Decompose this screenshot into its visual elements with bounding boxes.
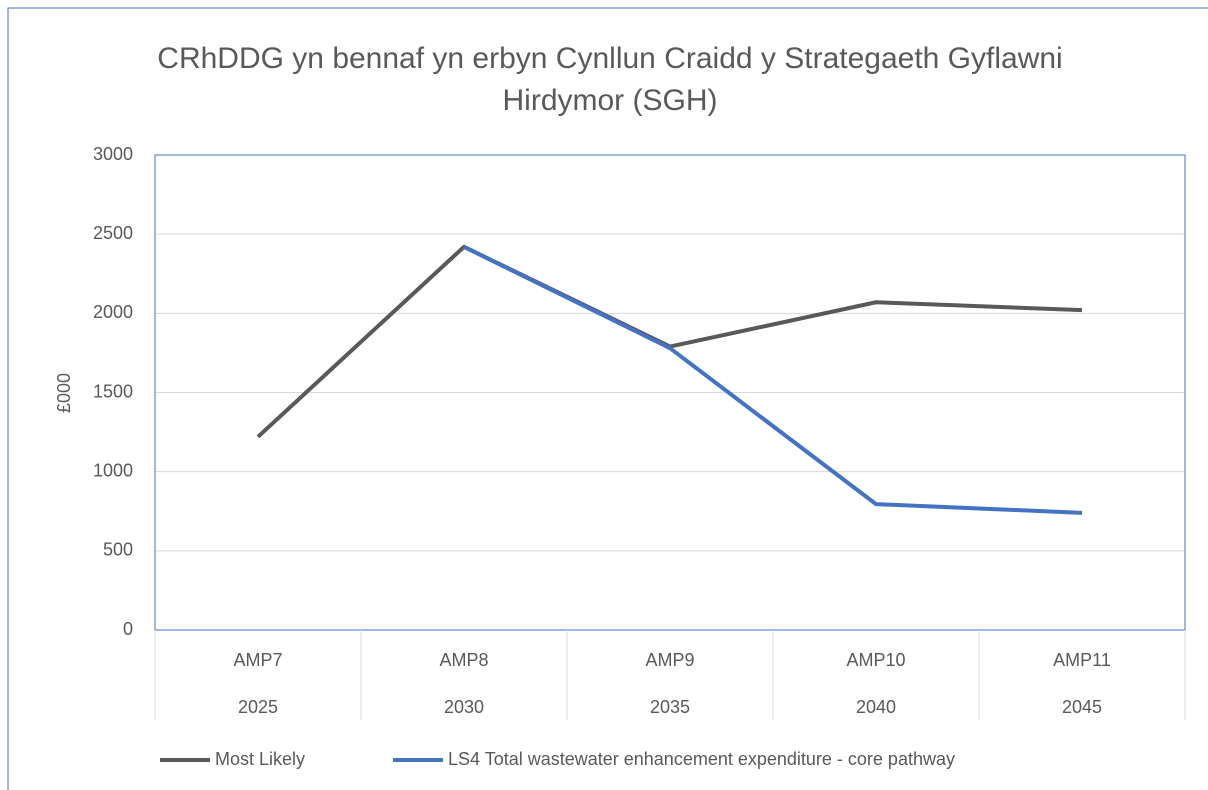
- x-year-label: 2025: [238, 697, 278, 717]
- y-tick-label: 3000: [93, 144, 133, 164]
- series-line: [463, 245, 1083, 515]
- plot-border: [154, 154, 1186, 631]
- y-tick-label: 1000: [93, 460, 133, 480]
- chart-border: [7, 7, 1208, 790]
- series-line: [256, 244, 1083, 439]
- x-tick-label: AMP8: [439, 650, 488, 670]
- x-tick-label: AMP7: [233, 650, 282, 670]
- chart-title: CRhDDG yn bennaf yn erbyn Cynllun Craidd…: [157, 42, 1063, 117]
- x-year-label: 2035: [650, 697, 690, 717]
- x-tick-label: AMP10: [846, 650, 905, 670]
- x-tick-label: AMP9: [645, 650, 694, 670]
- x-year-label: 2030: [444, 697, 484, 717]
- legend-label: LS4 Total wastewater enhancement expendi…: [448, 749, 955, 769]
- y-tick-label: 1500: [93, 381, 133, 401]
- x-year-label: 2045: [1062, 697, 1102, 717]
- y-tick-label: 0: [123, 619, 133, 639]
- y-tick-label: 2000: [93, 302, 133, 322]
- y-axis-label: £000: [54, 373, 74, 413]
- y-tick-label: 2500: [93, 223, 133, 243]
- legend-label: Most Likely: [215, 749, 305, 769]
- y-tick-label: 500: [103, 540, 133, 560]
- x-tick-label: AMP11: [1053, 650, 1111, 670]
- x-year-label: 2040: [856, 697, 896, 717]
